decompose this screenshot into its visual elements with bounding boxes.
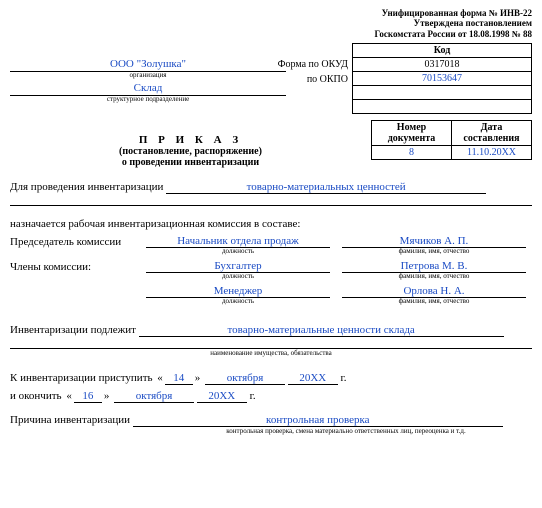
end-month: октября bbox=[114, 389, 194, 403]
subject-sub: наименование имущества, обязательства bbox=[10, 350, 532, 357]
member-row-1: Члены комиссии: Бухгалтер Петрова М. В. bbox=[10, 259, 532, 273]
member2-name: Орлова Н. А. bbox=[342, 284, 526, 298]
title-row: П Р И К А З (постановление, распоряжение… bbox=[10, 120, 532, 168]
kod-header: Код bbox=[353, 44, 532, 58]
member2-sub-row: должность фамилия, имя, отчество bbox=[10, 298, 532, 305]
chair-pos: Начальник отдела продаж bbox=[146, 234, 330, 248]
okud-value: 0317018 bbox=[353, 58, 532, 72]
start-year: 20ХХ bbox=[288, 371, 338, 385]
end-label: и окончить bbox=[10, 390, 62, 402]
intro-value: товарно-материальных ценностей bbox=[166, 180, 486, 194]
member2-pos: Менеджер bbox=[146, 284, 330, 298]
member1-sub-row: должность фамилия, имя, отчество bbox=[10, 273, 532, 280]
org-unit: Склад bbox=[10, 81, 286, 96]
chair-name: Мячиков А. П. bbox=[342, 234, 526, 248]
subject-label: Инвентаризации подлежит bbox=[10, 324, 136, 336]
start-line: К инвентаризации приступить «14» октября… bbox=[10, 371, 532, 385]
empty-code-1 bbox=[353, 86, 532, 100]
empty-code-2 bbox=[353, 100, 532, 114]
org-name-sub: организация bbox=[10, 72, 286, 79]
date-label: Дата составления bbox=[452, 121, 532, 146]
reason-sub: контрольная проверка, смена материально … bbox=[10, 428, 532, 435]
chair-pos-sub: должность bbox=[146, 248, 330, 255]
title-sub1: (постановление, распоряжение) bbox=[10, 146, 371, 157]
member-row-2: Менеджер Орлова Н. А. bbox=[10, 284, 532, 298]
source-line: Госкомстата России от 18.08.1998 № 88 bbox=[10, 29, 532, 39]
doc-num-table: Номер документа Дата составления 8 11.10… bbox=[371, 120, 532, 160]
intro-label: Для проведения инвентаризации bbox=[10, 181, 163, 193]
start-year-suffix: г. bbox=[341, 372, 347, 384]
title-block: П Р И К А З (постановление, распоряжение… bbox=[10, 120, 371, 168]
subject-value: товарно-материальные ценности склада bbox=[139, 323, 504, 337]
members-label: Члены комиссии: bbox=[10, 261, 140, 273]
end-year-suffix: г. bbox=[250, 390, 256, 402]
intro-line: Для проведения инвентаризации товарно-ма… bbox=[10, 180, 532, 194]
num-label: Номер документа bbox=[372, 121, 452, 146]
member1-pos: Бухгалтер bbox=[146, 259, 330, 273]
start-day: 14 bbox=[165, 371, 193, 385]
end-year: 20ХХ bbox=[197, 389, 247, 403]
code-section: Форма по ОКУД по ОКПО ООО "Золушка" орга… bbox=[10, 43, 532, 114]
start-month: октября bbox=[205, 371, 285, 385]
chair-sub-row: должность фамилия, имя, отчество bbox=[10, 248, 532, 255]
subject-line: Инвентаризации подлежит товарно-материал… bbox=[10, 323, 532, 337]
org-unit-sub: структурное подразделение bbox=[10, 96, 286, 103]
chair-name-sub: фамилия, имя, отчество bbox=[342, 248, 526, 255]
org-name: ООО "Золушка" bbox=[10, 57, 286, 72]
member1-name-sub: фамилия, имя, отчество bbox=[342, 273, 526, 280]
member1-pos-sub: должность bbox=[146, 273, 330, 280]
member2-pos-sub: должность bbox=[146, 298, 330, 305]
chair-row: Председатель комиссии Начальник отдела п… bbox=[10, 234, 532, 248]
code-table: Код 0317018 70153647 bbox=[352, 43, 532, 114]
reason-label: Причина инвентаризации bbox=[10, 414, 130, 426]
num-value: 8 bbox=[372, 146, 452, 160]
member1-name: Петрова М. В. bbox=[342, 259, 526, 273]
chair-label: Председатель комиссии bbox=[10, 236, 140, 248]
form-header: Унифицированная форма № ИНВ-22 Утвержден… bbox=[10, 8, 532, 39]
appoint-line: назначается рабочая инвентаризационная к… bbox=[10, 218, 532, 230]
title-main: П Р И К А З bbox=[139, 134, 242, 146]
intro-underline bbox=[10, 204, 532, 206]
end-line: и окончить «16» октября 20ХХ г. bbox=[10, 389, 532, 403]
title-sub2: о проведении инвентаризации bbox=[10, 157, 371, 168]
start-label: К инвентаризации приступить bbox=[10, 372, 153, 384]
end-day: 16 bbox=[74, 389, 102, 403]
approved-line: Утверждена постановлением bbox=[10, 18, 532, 28]
member2-name-sub: фамилия, имя, отчество bbox=[342, 298, 526, 305]
reason-line: Причина инвентаризации контрольная прове… bbox=[10, 413, 532, 427]
okpo-value: 70153647 bbox=[353, 72, 532, 86]
reason-value: контрольная проверка bbox=[133, 413, 503, 427]
form-line: Унифицированная форма № ИНВ-22 bbox=[10, 8, 532, 18]
date-value: 11.10.20ХХ bbox=[452, 146, 532, 160]
